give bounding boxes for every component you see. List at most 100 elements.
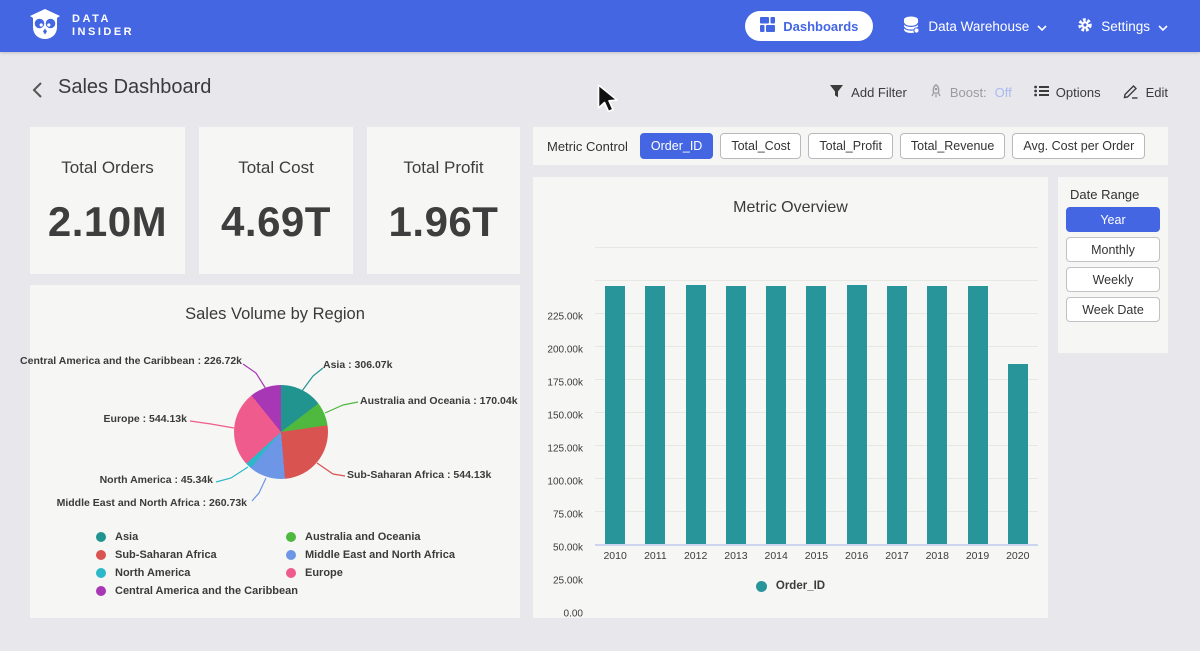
dashboards-grid-icon bbox=[760, 17, 776, 35]
x-tick-label: 2015 bbox=[804, 550, 829, 562]
x-tick-label: 2017 bbox=[885, 550, 909, 562]
bar-2020[interactable] bbox=[1007, 364, 1028, 544]
pie-label-sub-saharan-africa: Sub-Saharan Africa : 544.13k bbox=[347, 469, 492, 481]
y-tick-label: 125.00k bbox=[547, 443, 583, 455]
bar-2016[interactable] bbox=[846, 285, 867, 544]
legend-label: Order_ID bbox=[775, 580, 826, 592]
legend-label: Asia bbox=[115, 531, 139, 543]
bar-2013[interactable] bbox=[725, 286, 746, 544]
pie-legend-item-north-america: North America bbox=[96, 564, 298, 582]
bar-2011[interactable] bbox=[645, 286, 666, 544]
metric-button-order-id[interactable]: Order_ID bbox=[639, 133, 714, 159]
date-range-button-week-date[interactable]: Week Date bbox=[1066, 297, 1160, 322]
legend-dot bbox=[286, 550, 296, 560]
bar-2019[interactable] bbox=[967, 286, 988, 544]
pie-label-asia: Asia : 306.07k bbox=[323, 359, 393, 371]
date-range-button-monthly[interactable]: Monthly bbox=[1066, 237, 1160, 262]
kpi-label: Total Orders bbox=[61, 158, 154, 177]
sales-volume-chart-panel: Sales Volume by Region Asia : 306.07k Aus… bbox=[20, 285, 520, 618]
chevron-down-icon bbox=[1037, 19, 1047, 34]
nav-settings-label: Settings bbox=[1101, 18, 1150, 34]
options-button[interactable]: Options bbox=[1033, 85, 1101, 100]
gridline bbox=[595, 544, 1038, 546]
metric-buttons-group: Order_ID Total_Cost Total_Profit Total_Reve… bbox=[639, 133, 1152, 159]
bar-2014[interactable] bbox=[766, 286, 787, 544]
brand-logo[interactable]: DATA INSIDER bbox=[28, 8, 134, 45]
gear-icon bbox=[1077, 17, 1093, 36]
pie-leader-line-sub-saharan-africa bbox=[316, 462, 346, 477]
boost-label: Boost: bbox=[949, 85, 987, 100]
pie-legend-item-sub-saharan-africa: Sub-Saharan Africa bbox=[96, 546, 298, 564]
top-nav-links: Dashboards Data Warehouse bbox=[745, 11, 1168, 41]
dashboard-toolbar: Add Filter Boost: Off Options bbox=[829, 83, 1168, 102]
date-range-panel: Date Range Year Monthly Weekly Week Date bbox=[1058, 177, 1168, 353]
x-tick-label: 2019 bbox=[965, 550, 990, 562]
legend-dot bbox=[755, 580, 767, 592]
nav-data-warehouse[interactable]: Data Warehouse bbox=[903, 16, 1047, 37]
pie-label-north-america: North America : 45.34k bbox=[99, 474, 213, 486]
legend-label: Middle East and North Africa bbox=[305, 549, 455, 561]
legend-label: Sub-Saharan Africa bbox=[115, 549, 217, 561]
top-navbar: DATA INSIDER Dashboards bbox=[0, 0, 1200, 52]
bar-2018[interactable] bbox=[927, 286, 948, 544]
kpi-card-total-orders: Total Orders 2.10M bbox=[30, 127, 185, 274]
metric-button-total-cost[interactable]: Total_Cost bbox=[720, 133, 802, 159]
x-tick-label: 2013 bbox=[724, 550, 748, 562]
bar-2015[interactable] bbox=[806, 286, 827, 544]
pie-label-australia-and-oceania: Australia and Oceania : 170.04k bbox=[360, 395, 518, 407]
y-tick-label: 100.00k bbox=[547, 476, 583, 488]
legend-dot bbox=[96, 532, 106, 542]
y-tick-label: 200.00k bbox=[547, 344, 583, 356]
legend-dot bbox=[286, 532, 296, 542]
back-button[interactable] bbox=[28, 81, 46, 101]
bar-chart-bars bbox=[595, 247, 1038, 544]
legend-label: Central America and the Caribbean bbox=[115, 585, 298, 597]
metric-button-total-profit[interactable]: Total_Profit bbox=[808, 133, 893, 159]
bar-2017[interactable] bbox=[886, 286, 907, 544]
metric-overview-chart-panel: Metric Overview 225.00k 200.00k 175.00k 150… bbox=[533, 177, 1048, 620]
y-tick-label: 50.00k bbox=[552, 542, 583, 554]
metric-button-avg-cost-per-order[interactable]: Avg. Cost per Order bbox=[1012, 133, 1146, 159]
pie-legend-column-1: Asia Sub-Saharan Africa North America Centr… bbox=[96, 528, 298, 600]
pie-legend-item-australia-and-oceania: Australia and Oceania bbox=[286, 528, 455, 546]
x-tick-label: 2020 bbox=[1006, 550, 1030, 562]
metric-button-total-revenue[interactable]: Total_Revenue bbox=[899, 133, 1006, 159]
metric-control-bar: Metric Control Order_ID Total_Cost Total_P… bbox=[533, 127, 1168, 165]
bar-chart-title: Metric Overview bbox=[733, 199, 848, 216]
x-tick-label: 2011 bbox=[644, 550, 667, 562]
pie-legend-column-2: Australia and Oceania Middle East and Nor… bbox=[286, 528, 455, 582]
kpi-value: 4.69T bbox=[221, 198, 331, 245]
y-tick-label: 175.00k bbox=[547, 377, 583, 389]
metric-control-label: Metric Control bbox=[547, 138, 628, 154]
add-filter-button[interactable]: Add Filter bbox=[829, 84, 907, 101]
edit-button[interactable]: Edit bbox=[1123, 83, 1168, 102]
nav-dashboards-button[interactable]: Dashboards bbox=[745, 11, 874, 41]
bar-2012[interactable] bbox=[685, 285, 706, 544]
kpi-value: 1.96T bbox=[388, 198, 499, 245]
date-range-button-weekly[interactable]: Weekly bbox=[1066, 267, 1160, 292]
nav-dashboards-label: Dashboards bbox=[783, 18, 859, 34]
legend-dot bbox=[286, 568, 296, 578]
pie-label-central-america-and-the-caribbean: Central America and the Caribbean : 226.… bbox=[20, 355, 242, 367]
y-tick-label: 0.00 bbox=[563, 608, 583, 620]
options-list-icon bbox=[1033, 85, 1049, 100]
pie-chart[interactable] bbox=[234, 385, 328, 479]
boost-toggle[interactable]: Boost: Off bbox=[929, 83, 1012, 102]
pie-leader-line-asia bbox=[301, 367, 324, 392]
nav-settings[interactable]: Settings bbox=[1077, 17, 1168, 36]
x-tick-label: 2012 bbox=[683, 550, 708, 562]
brand-line2: INSIDER bbox=[72, 26, 135, 38]
pencil-icon bbox=[1123, 83, 1139, 102]
date-range-button-year[interactable]: Year bbox=[1066, 207, 1160, 232]
pie-chart-title: Sales Volume by Region bbox=[185, 305, 365, 323]
filter-funnel-icon bbox=[829, 84, 844, 101]
legend-label: North America bbox=[115, 567, 191, 579]
database-icon bbox=[903, 16, 921, 37]
legend-label: Europe bbox=[305, 567, 343, 579]
mouse-cursor bbox=[597, 84, 619, 121]
bar-chart-plot-area bbox=[595, 247, 1038, 546]
x-tick-label: 2018 bbox=[925, 550, 949, 562]
options-label: Options bbox=[1055, 85, 1101, 100]
bar-2010[interactable] bbox=[605, 286, 626, 544]
